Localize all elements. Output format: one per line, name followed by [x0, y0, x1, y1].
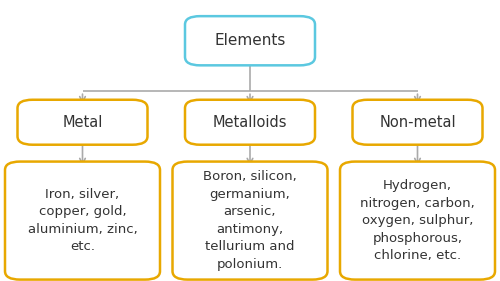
FancyBboxPatch shape: [172, 162, 328, 280]
Text: Hydrogen,
nitrogen, carbon,
oxygen, sulphur,
phosphorous,
chlorine, etc.: Hydrogen, nitrogen, carbon, oxygen, sulp…: [360, 179, 475, 262]
Text: Metal: Metal: [62, 115, 102, 130]
Text: Elements: Elements: [214, 33, 286, 48]
Text: Boron, silicon,
germanium,
arsenic,
antimony,
tellurium and
polonium.: Boron, silicon, germanium, arsenic, anti…: [203, 170, 297, 271]
Text: Metalloids: Metalloids: [213, 115, 287, 130]
Text: Non-metal: Non-metal: [379, 115, 456, 130]
FancyBboxPatch shape: [5, 162, 160, 280]
FancyBboxPatch shape: [340, 162, 495, 280]
FancyBboxPatch shape: [185, 16, 315, 65]
FancyBboxPatch shape: [18, 100, 148, 145]
Text: Iron, silver,
copper, gold,
aluminium, zinc,
etc.: Iron, silver, copper, gold, aluminium, z…: [28, 188, 138, 253]
FancyBboxPatch shape: [352, 100, 482, 145]
FancyBboxPatch shape: [185, 100, 315, 145]
